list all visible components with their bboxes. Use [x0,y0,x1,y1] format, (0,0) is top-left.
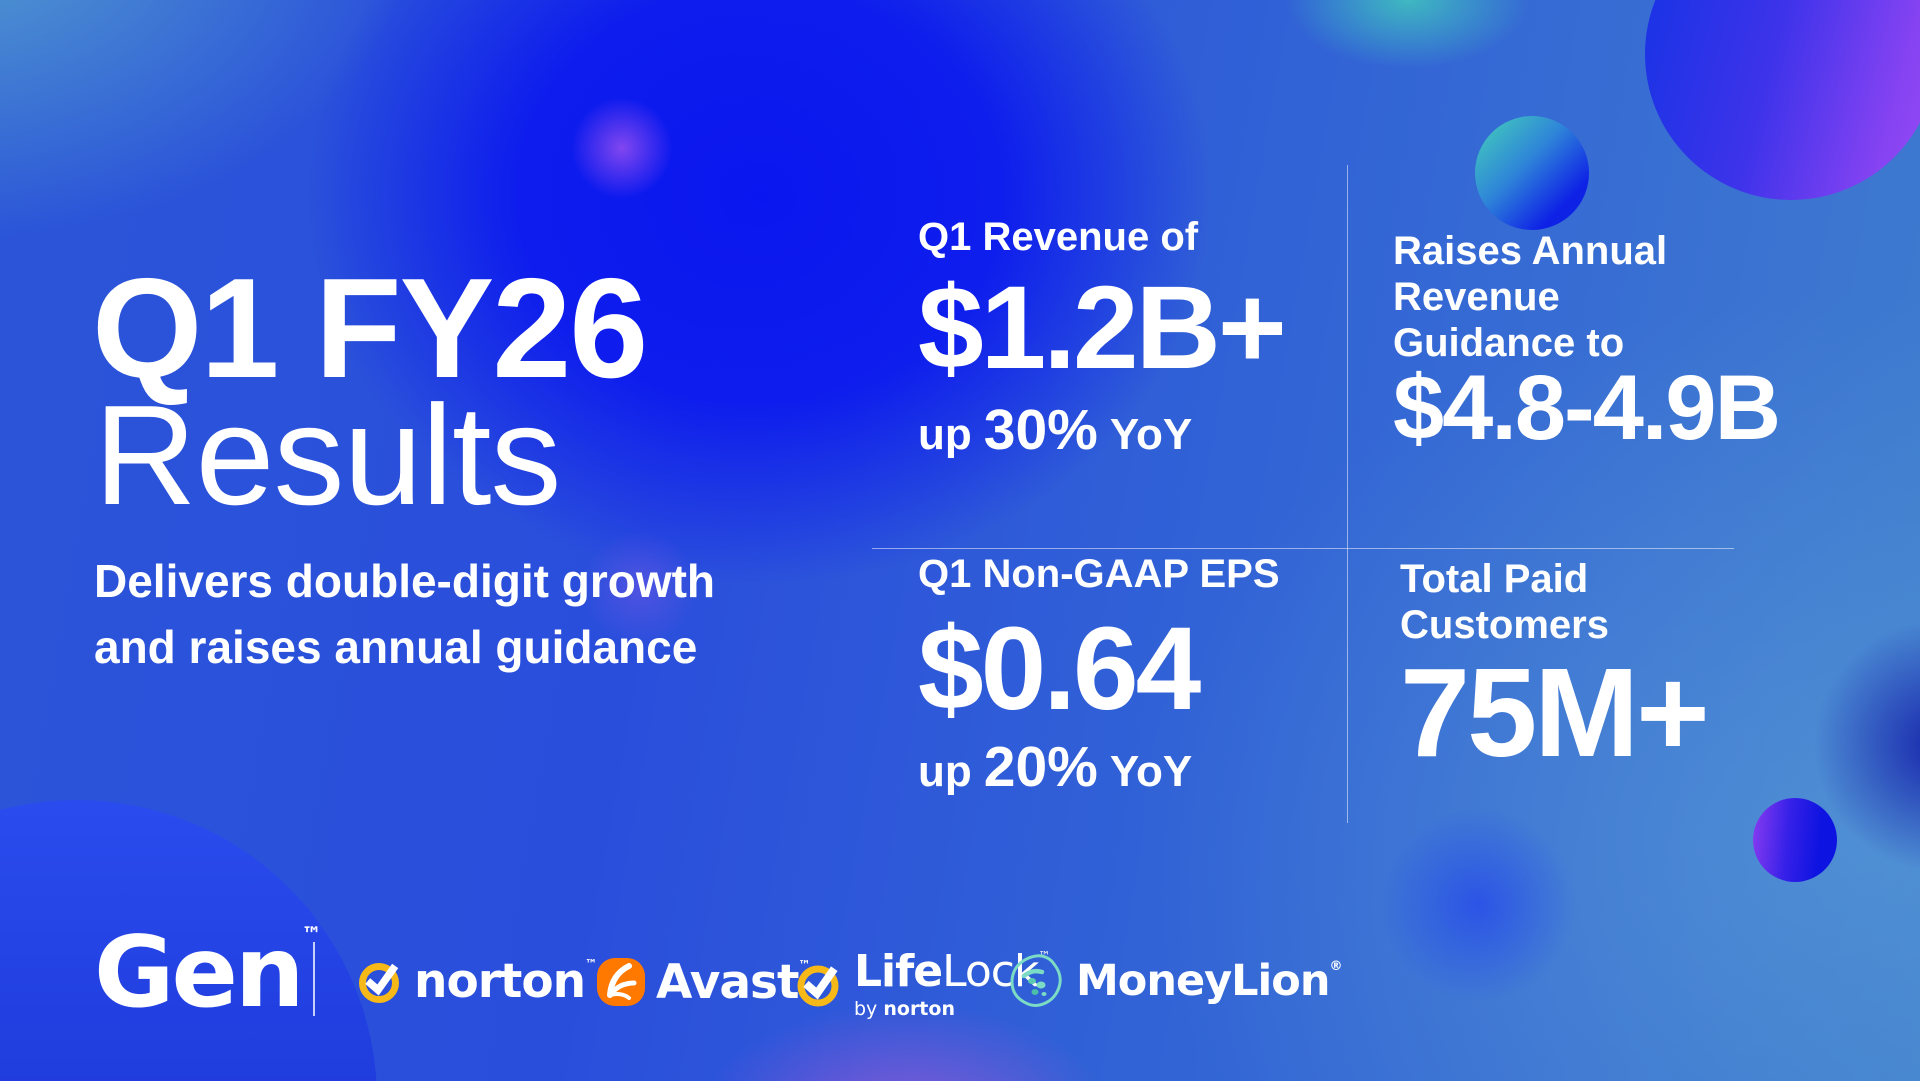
stat-eps: Q1 Non-GAAP EPS $0.64 up 20% YoY [918,552,1280,799]
growth-up-text: up [918,747,972,796]
avast-text: Avast [656,954,799,1010]
moneylion-wordmark: MoneyLion® [1076,958,1343,1003]
stat-annual-guidance-value: $4.8-4.9B [1393,357,1781,459]
customers-label-line2: Customers [1400,603,1609,647]
decor-circle-bottom-right [1753,798,1837,882]
stat-q1-revenue: Q1 Revenue of $1.2B+ up 30% YoY [918,213,1287,462]
byline-norton: norton [883,998,955,1020]
lifelock-text: LifeLock™ [854,950,1050,994]
growth-percent: 30% [983,398,1098,462]
avast-fan-icon [597,958,645,1006]
stat-annual-guidance-label: Raises Annual Revenue Guidance to [1393,228,1779,366]
growth-percent: 20% [983,735,1098,799]
gen-trademark: ™ [301,922,322,946]
norton-trademark: ™ [585,956,598,971]
lifelock-check-icon [797,965,839,1007]
stat-q1-revenue-label: Q1 Revenue of [918,215,1199,259]
avast-trademark: ™ [798,957,811,972]
norton-wordmark: norton™ [414,958,597,1005]
lifelock-byline: by norton [854,998,1050,1020]
stat-eps-growth: up 20% YoY [918,736,1280,799]
lifelock-text-lock: Lock [942,946,1039,997]
byline-by: by [854,998,884,1020]
norton-check-icon [359,963,399,1003]
moneylion-lion-icon [1010,954,1062,1007]
stat-paid-customers-value: 75M+ [1400,642,1710,783]
moneylion-registered: ® [1329,958,1343,974]
guidance-label-line3: Guidance to [1393,321,1625,365]
stat-q1-revenue-growth: up 30% YoY [918,399,1284,462]
customers-label-line1: Total Paid [1400,557,1589,601]
moneylion-text: MoneyLion [1076,955,1330,1006]
stats-divider-horizontal [872,548,1734,549]
logo-separator [313,942,315,1016]
stat-paid-customers: Total Paid Customers 75M+ [1400,556,1710,783]
slide-title-line2: Results [94,376,561,535]
stat-q1-revenue-value: $1.2B+ [918,262,1287,394]
stat-eps-label: Q1 Non-GAAP EPS [918,552,1280,596]
moneylion-logo: MoneyLion® [1008,952,1342,1010]
subtitle-line1: Delivers double-digit growth [94,555,716,607]
growth-yoy-text: YoY [1109,747,1193,796]
subtitle-line2: and raises annual guidance [94,621,698,673]
stats-divider-vertical [1347,165,1348,823]
stat-paid-customers-label: Total Paid Customers [1400,556,1707,648]
growth-up-text: up [918,410,972,459]
lifelock-wordmark: LifeLock™ by norton [854,950,1050,1021]
lifelock-text-life: Life [854,946,943,997]
slide-title-line1: Q1 FY26 [92,249,648,408]
gen-logo: Gen™ [94,924,322,1022]
lifelock-logo: LifeLock™ by norton [792,950,1050,1020]
norton-logo: norton™ [354,956,597,1006]
norton-text: norton [414,953,586,1009]
avast-logo: Avast™ [596,957,811,1007]
decor-circle-teal [1475,116,1589,230]
slide-subtitle: Delivers double-digit growth and raises … [94,548,715,680]
guidance-label-line2: Revenue [1393,275,1560,319]
gen-wordmark: Gen [94,916,305,1030]
avast-wordmark: Avast™ [656,959,811,1006]
growth-yoy-text: YoY [1109,410,1193,459]
stat-annual-guidance: Raises Annual Revenue Guidance to $4.8-4… [1393,228,1781,459]
guidance-label-line1: Raises Annual [1393,229,1668,273]
stat-eps-value: $0.64 [918,603,1201,735]
